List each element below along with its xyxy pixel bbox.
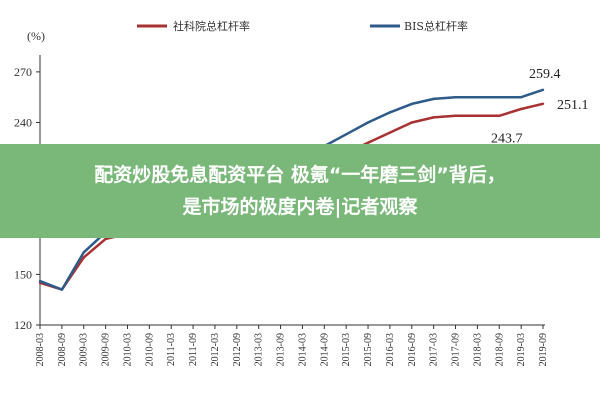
banner-headline-line-2: 是市场的极度内卷|记者观察 — [182, 196, 418, 218]
x-tick-label: 2008-03 — [35, 333, 46, 366]
x-tick-label: 2015-03 — [341, 333, 352, 366]
y-tick-label: 270 — [14, 65, 32, 79]
data-point — [388, 111, 392, 114]
y-axis-unit-label: (%) — [27, 29, 45, 43]
x-tick-label: 2016-09 — [407, 333, 418, 366]
x-tick-label: 2011-09 — [188, 333, 199, 366]
data-point — [410, 102, 413, 106]
legend-label-cass: 社科院总杠杆率 — [173, 19, 250, 33]
legend-label-bis: BIS总杠杆率 — [404, 19, 468, 33]
x-tick-label: 2009-03 — [79, 333, 90, 366]
x-tick-label: 2014-09 — [319, 333, 330, 366]
data-point — [82, 256, 85, 259]
x-tick-label: 2013-03 — [254, 333, 265, 366]
x-tick-label: 2018-03 — [472, 333, 483, 366]
data-label-cass-last: 251.1 — [557, 98, 589, 113]
data-point — [366, 141, 370, 144]
x-tick-label: 2012-03 — [210, 333, 221, 366]
overlay-banner[interactable]: 配资炒股免息配资平台 极氪“一年磨三剑”背后， 是市场的极度内卷|记者观察 — [0, 144, 600, 238]
data-label-bis-last: 259.4 — [529, 67, 561, 82]
x-tick-label: 2014-03 — [297, 333, 308, 366]
data-point — [476, 114, 479, 117]
x-tick-label: 2019-03 — [516, 333, 527, 366]
x-tick-label: 2016-03 — [385, 333, 396, 366]
data-point — [82, 251, 85, 254]
data-point — [60, 288, 64, 291]
y-tick-label: 120 — [14, 318, 32, 332]
data-point — [519, 107, 523, 111]
x-tick-label: 2009-09 — [101, 333, 112, 366]
data-point — [410, 121, 413, 124]
data-point — [432, 97, 435, 101]
x-tick-label: 2010-03 — [122, 333, 133, 366]
data-point — [344, 133, 348, 136]
data-point — [432, 116, 435, 119]
data-point — [541, 102, 545, 105]
data-point — [476, 95, 479, 99]
data-point — [541, 88, 545, 91]
banner-headline-line-1: 配资炒股免息配资平台 极氪“一年磨三剑”背后， — [94, 164, 506, 186]
x-tick-label: 2008-09 — [57, 333, 68, 366]
y-tick-label: 150 — [14, 267, 32, 281]
legend: 社科院总杠杆率 BIS总杠杆率 — [137, 19, 468, 33]
data-point — [454, 95, 457, 99]
data-point — [38, 279, 42, 283]
x-tick-label: 2010-09 — [144, 333, 155, 366]
data-point — [366, 121, 370, 124]
x-tick-label: 2011-03 — [166, 333, 177, 366]
data-label-cass-prior: 243.7 — [491, 131, 523, 146]
y-tick-label: 240 — [14, 116, 32, 130]
x-tick-label: 2012-09 — [232, 333, 243, 366]
data-point — [454, 114, 457, 117]
data-point — [498, 114, 501, 117]
x-tick-label: 2019-09 — [538, 333, 549, 366]
data-point — [104, 237, 107, 241]
x-tick-label: 2013-09 — [276, 333, 287, 366]
x-tick-label: 2017-09 — [451, 333, 462, 366]
data-point — [519, 95, 523, 99]
x-tick-label: 2018-09 — [494, 333, 505, 366]
data-point — [498, 95, 501, 99]
x-tick-label: 2015-09 — [363, 333, 374, 366]
data-point — [388, 131, 392, 134]
x-tick-label: 2017-03 — [429, 333, 440, 366]
